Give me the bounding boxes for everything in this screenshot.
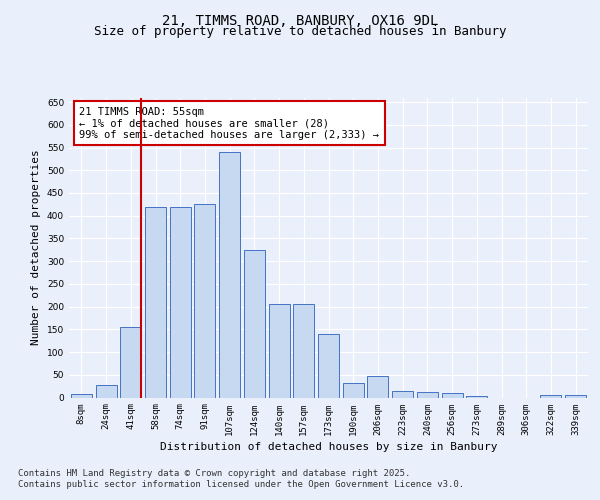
Bar <box>145 206 166 398</box>
Text: 21, TIMMS ROAD, BANBURY, OX16 9DL: 21, TIMMS ROAD, BANBURY, OX16 9DL <box>162 14 438 28</box>
Bar <box>95 385 116 398</box>
Text: Contains HM Land Registry data © Crown copyright and database right 2025.: Contains HM Land Registry data © Crown c… <box>18 468 410 477</box>
Bar <box>466 396 487 398</box>
Text: 21 TIMMS ROAD: 55sqm
← 1% of detached houses are smaller (28)
99% of semi-detach: 21 TIMMS ROAD: 55sqm ← 1% of detached ho… <box>79 106 379 140</box>
Bar <box>442 394 463 398</box>
Bar <box>318 334 339 398</box>
Bar <box>219 152 240 398</box>
Bar <box>417 392 438 398</box>
Bar <box>120 327 141 398</box>
Bar <box>541 395 562 398</box>
Bar <box>392 390 413 398</box>
Y-axis label: Number of detached properties: Number of detached properties <box>31 150 41 346</box>
Bar <box>293 304 314 398</box>
Text: Distribution of detached houses by size in Banbury: Distribution of detached houses by size … <box>160 442 497 452</box>
Bar <box>367 376 388 398</box>
Text: Size of property relative to detached houses in Banbury: Size of property relative to detached ho… <box>94 24 506 38</box>
Bar <box>244 250 265 398</box>
Bar <box>269 304 290 398</box>
Bar <box>71 394 92 398</box>
Bar <box>343 382 364 398</box>
Bar <box>170 206 191 398</box>
Text: Contains public sector information licensed under the Open Government Licence v3: Contains public sector information licen… <box>18 480 464 489</box>
Bar <box>565 395 586 398</box>
Bar <box>194 204 215 398</box>
